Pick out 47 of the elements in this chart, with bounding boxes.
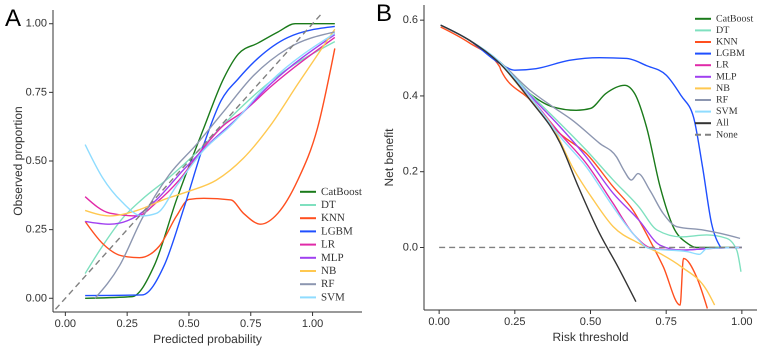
x-tick-label: 1.00 (302, 318, 324, 330)
x-tick-label: 0.25 (116, 318, 138, 330)
x-axis-title: Risk threshold (552, 330, 629, 344)
y-tick-label: 0.50 (26, 155, 47, 167)
x-tick-label: 0.00 (54, 318, 76, 330)
legend-label: RF (716, 94, 729, 106)
y-axis-title: Net benefit (382, 128, 396, 187)
x-tick-label: 0.50 (580, 316, 602, 328)
legend-label: All (716, 118, 729, 129)
y-tick-label: 0.25 (26, 224, 47, 236)
legend-label: KNN (321, 212, 345, 224)
legend-label: None (716, 129, 738, 140)
legend-label: SVM (716, 106, 738, 118)
chart-title: B (376, 0, 392, 27)
line-series (440, 24, 637, 302)
y-tick-label: 0.4 (402, 90, 418, 102)
line-series (440, 26, 708, 310)
legend-label: NB (716, 82, 730, 94)
x-axis-title: Predicted probability (153, 332, 262, 346)
y-tick-label: 0.6 (402, 14, 418, 26)
x-tick-label: 0.75 (655, 316, 677, 328)
legend-label: MLP (321, 252, 344, 264)
legend-label: DT (321, 199, 336, 211)
legend-label: LGBM (716, 48, 745, 60)
x-tick-label: 0.75 (240, 318, 262, 330)
y-tick-label: 1.00 (26, 18, 47, 30)
legend-label: CatBoost (321, 186, 362, 198)
legend-label: LR (321, 238, 336, 251)
legend-label: LGBM (321, 225, 353, 238)
y-tick-label: 0.0 (402, 241, 418, 254)
legend-label: LR (716, 60, 730, 71)
chart-title: A (5, 5, 22, 32)
legend-label: MLP (716, 71, 737, 82)
y-axis-title: Observed proportion (11, 106, 25, 216)
legend-label: NB (321, 265, 336, 277)
x-tick-label: 0.00 (428, 316, 450, 328)
legend-label: CatBoost (716, 13, 754, 24)
x-tick-label: 0.25 (504, 316, 526, 328)
y-tick-label: 0.75 (26, 86, 47, 98)
legend-label: SVM (321, 291, 346, 304)
y-tick-label: 0.2 (402, 166, 418, 178)
y-tick-label: 0.00 (26, 292, 47, 304)
legend-label: DT (716, 24, 730, 36)
legend-label: KNN (716, 36, 738, 48)
x-tick-label: 0.50 (178, 318, 200, 330)
x-tick-label: 1.00 (731, 316, 753, 328)
legend-label: RF (321, 278, 334, 290)
